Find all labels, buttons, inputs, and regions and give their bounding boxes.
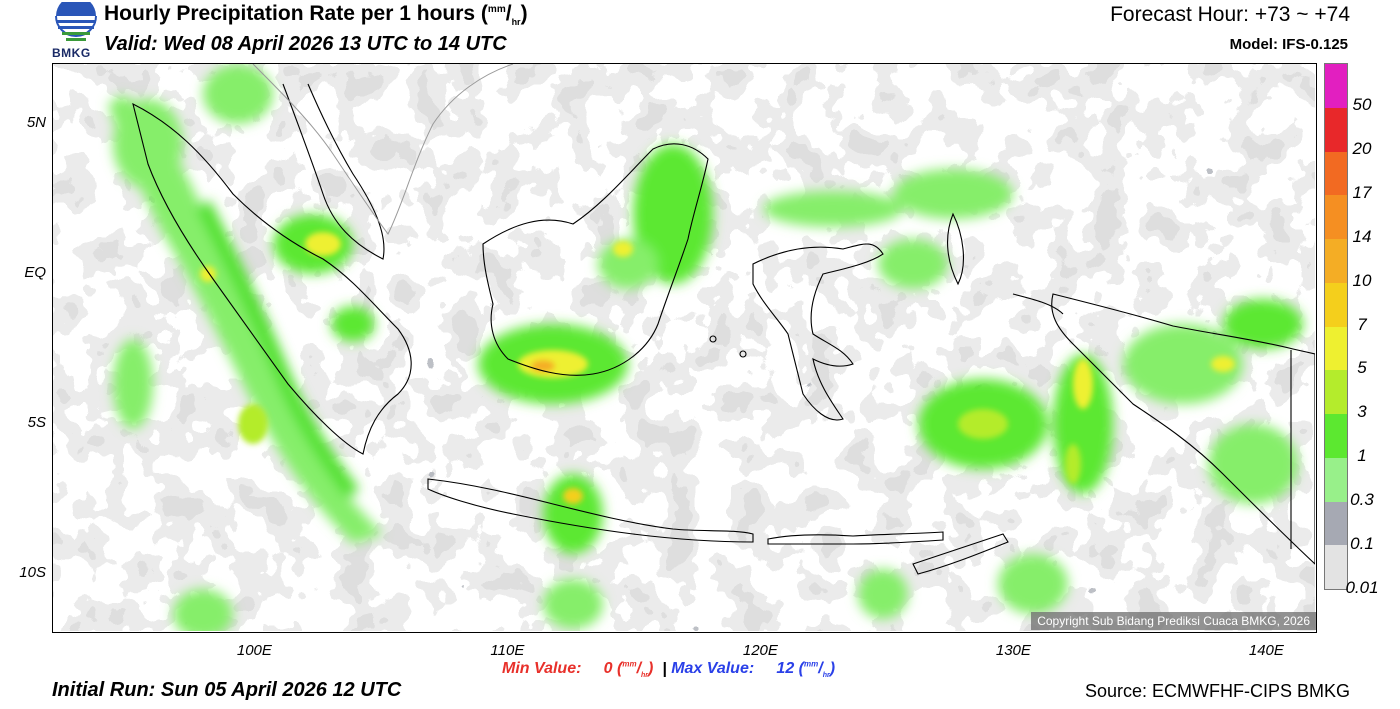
- colorbar-segment: [1325, 282, 1347, 327]
- min-label: Min Value:: [502, 660, 582, 678]
- lon-label: 130E: [995, 642, 1031, 659]
- colorbar-label: 1: [1357, 446, 1367, 466]
- colorbar-label: 0.01: [1345, 578, 1379, 597]
- min-value: 0: [603, 660, 613, 678]
- lat-label: 5N: [26, 114, 46, 131]
- max-value: 12: [776, 660, 795, 678]
- colorbar-segment: [1325, 64, 1347, 108]
- lon-label: 140E: [1248, 642, 1284, 659]
- valid-time: Valid: Wed 08 April 2026 13 UTC to 14 UT…: [104, 33, 507, 55]
- colorbar-label: 10: [1352, 270, 1372, 290]
- colorbar-segment: [1325, 239, 1347, 283]
- separator: |: [662, 660, 667, 678]
- colorbar-segment: [1325, 501, 1347, 546]
- data-source: Source: ECMWFHF-CIPS BMKG: [1084, 681, 1350, 701]
- colorbar-segment: [1325, 151, 1347, 196]
- colorbar-label: 14: [1352, 226, 1372, 246]
- colorbar-segment: [1325, 545, 1347, 589]
- colorbar-segment: [1325, 195, 1347, 239]
- colorbar-segment: [1325, 107, 1347, 152]
- lon-label: 110E: [490, 642, 525, 659]
- title-text: Hourly Precipitation Rate per 1 hours: [104, 2, 476, 25]
- lat-label: 10S: [19, 564, 46, 581]
- precipitation-map[interactable]: [52, 63, 1317, 633]
- colorbar-label: 50: [1352, 94, 1372, 114]
- bmkg-logo: [55, 2, 97, 41]
- colorbar-segment: [1325, 326, 1347, 371]
- forecast-hour: Forecast Hour: +73 ~ +74: [1110, 3, 1350, 26]
- colorbar-label: 17: [1352, 182, 1372, 202]
- max-unit-num: mm: [804, 660, 819, 669]
- min-unit-num: mm: [622, 660, 637, 669]
- lat-label: 5S: [27, 414, 46, 431]
- map-title: Hourly Precipitation Rate per 1 hours (m…: [104, 2, 528, 28]
- min-value-group: Min Value: 0 (mm/hr): [502, 660, 654, 680]
- colorbar-label: 0.3: [1350, 490, 1374, 510]
- colorbar-label: 7: [1357, 314, 1367, 334]
- colorbar-label: 0.1: [1350, 534, 1374, 554]
- lon-label: 120E: [742, 642, 778, 659]
- max-label: Max Value:: [671, 660, 755, 678]
- colorbar-label: 5: [1357, 358, 1367, 378]
- model-name: Model: IFS-0.125: [1229, 36, 1348, 53]
- copyright-label: Copyright Sub Bidang Prediksi Cuaca BMKG…: [1031, 612, 1316, 630]
- max-unit-den: hr: [822, 672, 830, 680]
- max-value-group: Max Value: 12 (mm/hr): [671, 660, 836, 680]
- logo-text: BMKG: [52, 46, 91, 60]
- colorbar-segment: [1325, 414, 1347, 458]
- min-unit-den: hr: [641, 672, 649, 680]
- colorbar: [1324, 63, 1348, 590]
- colorbar-label: 20: [1352, 138, 1372, 158]
- initial-run: Initial Run: Sun 05 April 2026 12 UTC: [52, 679, 402, 701]
- lat-label: EQ: [24, 264, 46, 281]
- title-unit-den: hr: [511, 17, 521, 28]
- mainland-coast: [252, 64, 514, 235]
- colorbar-label: 3: [1357, 402, 1367, 422]
- lon-label: 100E: [236, 642, 272, 659]
- heavy-rain-cores: [200, 232, 1235, 504]
- min-max-values: Min Value: 0 (mm/hr) | Max Value: 12 (mm…: [502, 660, 835, 680]
- colorbar-segment: [1325, 457, 1347, 502]
- colorbar-segment: [1325, 370, 1347, 414]
- precipitation-map-canvas: [53, 64, 1315, 631]
- coastlines: [132, 83, 1315, 575]
- rain-cores: [108, 64, 1303, 631]
- title-unit-num: mm: [487, 4, 506, 15]
